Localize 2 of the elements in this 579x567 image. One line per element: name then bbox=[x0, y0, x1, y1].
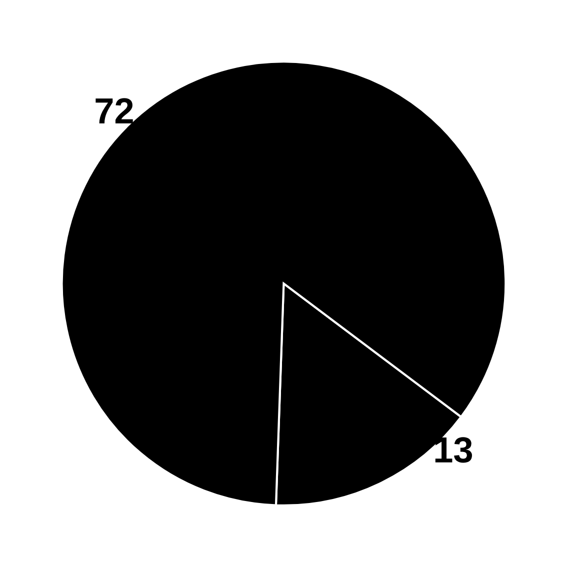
data-label: 72 bbox=[96, 98, 133, 124]
data-label: 13 bbox=[435, 437, 472, 463]
